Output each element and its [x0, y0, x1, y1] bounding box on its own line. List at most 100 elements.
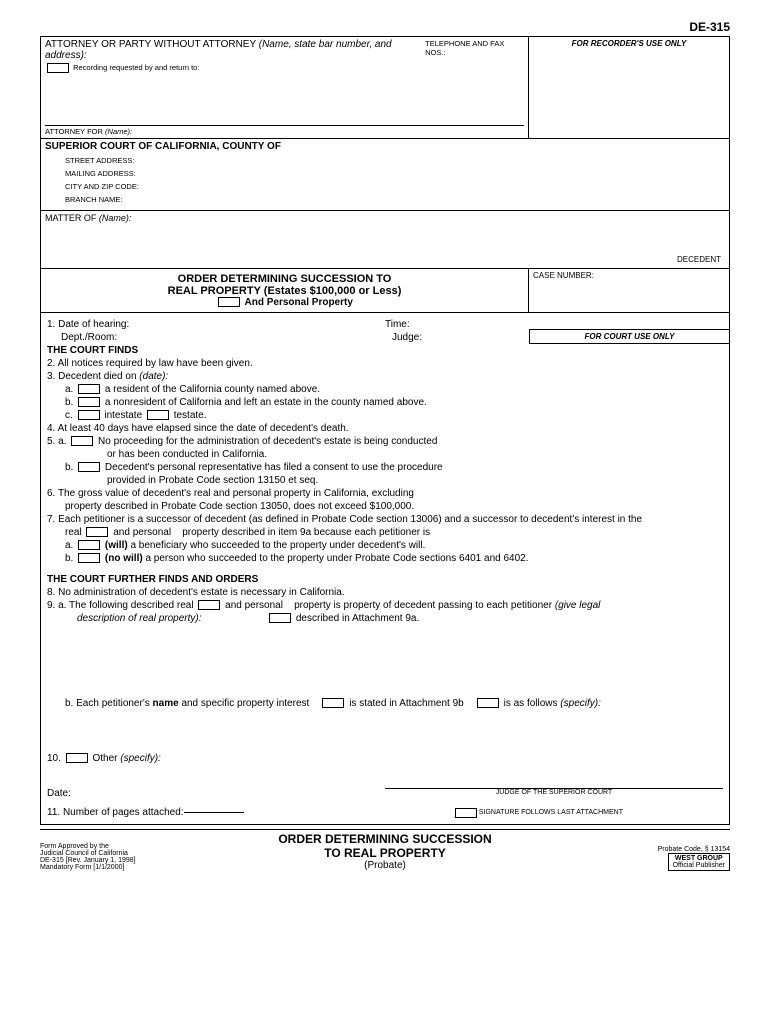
item-9a-personal-checkbox[interactable] — [198, 600, 220, 610]
attorney-for-row: ATTORNEY FOR (Name): — [45, 125, 524, 136]
court-section: SUPERIOR COURT OF CALIFORNIA, COUNTY OF … — [41, 138, 729, 210]
title-row: ORDER DETERMINING SUCCESSION TO REAL PRO… — [41, 268, 729, 312]
matter-section: MATTER OF (Name): DECEDENT — [41, 210, 729, 268]
dept-label: Dept./Room: — [61, 332, 392, 343]
west-2: Official Publisher — [673, 862, 725, 869]
item-5a: 5. a. No proceeding for the administrati… — [47, 436, 723, 447]
attorney-for-label: ATTORNEY FOR — [45, 127, 103, 136]
item-9b-5: (specify): — [560, 698, 601, 709]
city-zip-label: CITY AND ZIP CODE: — [45, 182, 725, 191]
item-9b-2: and specific property interest — [181, 698, 309, 709]
item-9b-3: is stated in Attachment 9b — [349, 698, 464, 709]
footer-title-3: (Probate) — [190, 860, 580, 871]
item-5a-2: or has been conducted in California. — [47, 449, 723, 460]
item-7a-2: a beneficiary who succeeded to the prope… — [130, 540, 425, 551]
item-7: 7. Each petitioner is a successor of dec… — [47, 514, 723, 525]
nonresident-checkbox[interactable] — [78, 397, 100, 407]
court-title: SUPERIOR COURT OF CALIFORNIA, COUNTY OF — [45, 141, 725, 152]
form-code: DE-315 — [40, 20, 730, 34]
west-group-box: WEST GROUP Official Publisher — [668, 853, 730, 871]
order-title-2: REAL PROPERTY (Estates $100,000 or Less) — [45, 285, 524, 297]
item-7a: a. (will) a beneficiary who succeeded to… — [47, 540, 723, 551]
item-3c: c. intestate testate. — [47, 410, 723, 421]
item-2: 2. All notices required by law have been… — [47, 358, 723, 369]
real-checkbox[interactable] — [86, 527, 108, 537]
no-will-checkbox[interactable] — [78, 553, 100, 563]
attachment-9b-checkbox[interactable] — [322, 698, 344, 708]
court-use-only: FOR COURT USE ONLY — [529, 329, 729, 344]
item-7b: b. (no will) a person who succeeded to t… — [47, 553, 723, 564]
item-9a-3: property is property of decedent passing… — [294, 600, 552, 611]
footer-title-2: TO REAL PROPERTY — [190, 846, 580, 860]
order-title: ORDER DETERMINING SUCCESSION TO REAL PRO… — [41, 269, 529, 312]
consent-checkbox[interactable] — [78, 462, 100, 472]
item-9a-1: 9. a. The following described real — [47, 600, 194, 611]
item-7-personal: and personal — [113, 527, 171, 538]
date-row: Date: JUDGE OF THE SUPERIOR COURT — [47, 788, 723, 799]
item-3a: a. a resident of the California county n… — [47, 384, 723, 395]
item-10: 10. Other (specify): — [47, 753, 723, 764]
footer-title-1: ORDER DETERMINING SUCCESSION — [190, 832, 580, 846]
personal-property-checkbox[interactable] — [218, 297, 240, 307]
item-3-detail: (date): — [139, 371, 168, 382]
date-hearing-label: 1. Date of hearing: — [47, 319, 385, 330]
resident-checkbox[interactable] — [78, 384, 100, 394]
attorney-section: ATTORNEY OR PARTY WITHOUT ATTORNEY (Name… — [41, 37, 529, 138]
case-number-box: CASE NUMBER: — [529, 269, 729, 312]
footer-approved-3: DE-315 [Rev. January 1, 1998] — [40, 857, 190, 864]
case-number-label: CASE NUMBER: — [533, 271, 594, 280]
testate-checkbox[interactable] — [147, 410, 169, 420]
item-3-text: 3. Decedent died on — [47, 371, 137, 382]
item-10-num: 10. — [47, 753, 61, 764]
body-section: FOR COURT USE ONLY 1. Date of hearing: T… — [41, 312, 729, 824]
item-9a: 9. a. The following described real and p… — [47, 600, 723, 611]
recording-row: Recording requested by and return to: — [45, 63, 524, 73]
item-11: 11. Number of pages attached: SIGNATURE … — [47, 807, 723, 818]
item-9b-name: name — [153, 698, 179, 709]
item-7-2: property described in item 9a because ea… — [182, 527, 430, 538]
item-9a-5: description of real property): — [77, 613, 202, 624]
tel-fax-label: TELEPHONE AND FAX NOS.: — [425, 39, 524, 61]
further-finds-heading: THE COURT FURTHER FINDS AND ORDERS — [47, 574, 723, 585]
item-3: 3. Decedent died on (date): — [47, 371, 723, 382]
item-3c-2: testate. — [174, 410, 207, 421]
item-5a-text: No proceeding for the administration of … — [98, 436, 437, 447]
will-checkbox[interactable] — [78, 540, 100, 550]
item-6-2: property described in Probate Code secti… — [47, 501, 723, 512]
item-9a-6: described in Attachment 9a. — [296, 613, 419, 624]
header-row: ATTORNEY OR PARTY WITHOUT ATTORNEY (Name… — [41, 37, 729, 138]
order-title-3: And Personal Property — [245, 297, 353, 308]
matter-detail: (Name): — [99, 213, 132, 223]
as-follows-checkbox[interactable] — [477, 698, 499, 708]
footer-approved-4: Mandatory Form [1/1/2000] — [40, 864, 190, 871]
date-label: Date: — [47, 788, 385, 799]
no-proceeding-checkbox[interactable] — [71, 436, 93, 446]
item-8: 8. No administration of decedent's estat… — [47, 587, 723, 598]
attachment-9a-checkbox[interactable] — [269, 613, 291, 623]
form-page: DE-315 ATTORNEY OR PARTY WITHOUT ATTORNE… — [0, 0, 770, 891]
footer-left: Form Approved by the Judicial Council of… — [40, 843, 190, 871]
footer: Form Approved by the Judicial Council of… — [40, 829, 730, 871]
item-6: 6. The gross value of decedent's real an… — [47, 488, 723, 499]
item-4: 4. At least 40 days have elapsed since t… — [47, 423, 723, 434]
item-9b-4: is as follows — [504, 698, 558, 709]
item-3b: b. a nonresident of California and left … — [47, 397, 723, 408]
item-3b-text: a nonresident of California and left an … — [105, 397, 427, 408]
recording-checkbox[interactable] — [47, 63, 69, 73]
order-title-1: ORDER DETERMINING SUCCESSION TO — [45, 273, 524, 285]
item-9a-4: (give legal — [555, 600, 601, 611]
footer-code: Probate Code, § 13154 — [580, 846, 730, 853]
sig-follows-checkbox[interactable] — [455, 808, 477, 818]
footer-approved-1: Form Approved by the — [40, 843, 190, 850]
intestate-checkbox[interactable] — [78, 410, 100, 420]
form-box: ATTORNEY OR PARTY WITHOUT ATTORNEY (Name… — [40, 36, 730, 825]
item-9b-1: b. Each petitioner's — [65, 698, 150, 709]
attorney-for-detail: (Name): — [105, 127, 132, 136]
item-5b-2: provided in Probate Code section 13150 e… — [47, 475, 723, 486]
other-checkbox[interactable] — [66, 753, 88, 763]
item-7a-1: (will) — [105, 540, 128, 551]
pages-blank[interactable] — [184, 812, 244, 813]
mailing-address-label: MAILING ADDRESS: — [45, 169, 725, 178]
west-1: WEST GROUP — [673, 855, 725, 862]
item-11-text: 11. Number of pages attached: — [47, 807, 184, 818]
